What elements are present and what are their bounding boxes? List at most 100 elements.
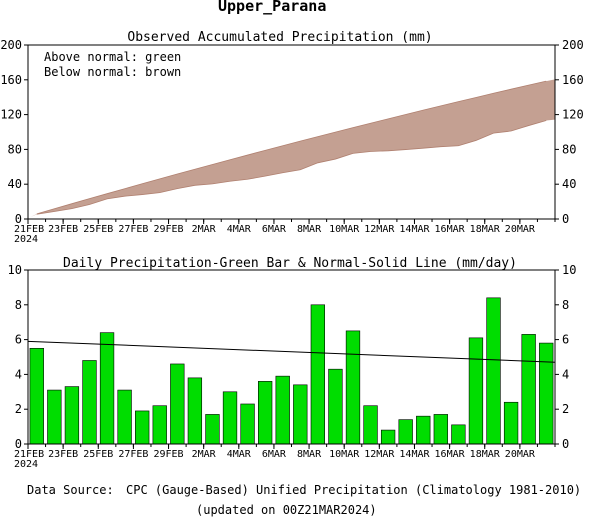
accum-xtick-label: 29FEB (153, 224, 183, 235)
accum-ytick-left-label: 120 (0, 108, 22, 122)
daily-precip-bar (503, 401, 519, 445)
daily-precip-bar (99, 332, 115, 445)
daily-precip-bar (433, 414, 448, 445)
accumulated-precip-chart: Observed Accumulated Precipitation (mm) … (0, 30, 583, 245)
accum-ytick-right-label: 200 (562, 38, 584, 52)
accum-ytick-right-label: 80 (562, 142, 576, 156)
accum-ytick-left-label: 0 (15, 212, 22, 226)
daily-xtick-label: 29FEB (153, 449, 183, 460)
accum-xtick-label: 12MAR (364, 224, 395, 235)
daily-precip-bar (117, 389, 132, 445)
daily-precip-bar (380, 429, 396, 445)
accum-ytick-right-label: 40 (562, 177, 576, 191)
daily-precip-bar (539, 342, 554, 445)
page-title: Upper_Parana (218, 0, 327, 15)
daily-xtick-label: 27FEB (118, 449, 148, 460)
footer-source-text: CPC (Gauge-Based) Unified Precipitation … (126, 483, 581, 497)
daily-precip-bar (152, 405, 167, 445)
daily-precip-bar (310, 304, 326, 445)
accum-xtick-label: 25FEB (83, 224, 113, 235)
accum-ytick-right-label: 0 (562, 212, 569, 226)
daily-xtick-label: 18MAR (470, 449, 501, 460)
accum-xtick-label: 23FEB (48, 224, 78, 235)
accum-ytick-left-label: 40 (8, 177, 22, 191)
daily-precip-chart: Daily Precipitation-Green Bar & Normal-S… (8, 256, 577, 470)
daily-xtick-label: 8MAR (297, 449, 322, 460)
daily-xtick-label: 6MAR (262, 449, 287, 460)
footer-source-label: Data Source: (27, 483, 114, 497)
below-normal-band (30, 79, 555, 218)
daily-precip-bar (222, 391, 238, 445)
accum-ytick-right-label: 160 (562, 73, 584, 87)
daily-ytick-right-label: 2 (562, 402, 569, 416)
daily-ytick-left-label: 4 (15, 367, 22, 381)
accum-xtick-label: 10MAR (329, 224, 360, 235)
daily-xtick-label: 23FEB (48, 449, 78, 460)
accum-ytick-right-label: 120 (562, 108, 584, 122)
accum-xtick-label: 18MAR (470, 224, 501, 235)
daily-normal-line (27, 340, 556, 363)
accum-ytick-left-label: 160 (0, 73, 22, 87)
daily-xtick-label: 4MAR (227, 449, 252, 460)
daily-xtick-label: 20MAR (505, 449, 536, 460)
daily-precip-bar (416, 415, 431, 445)
accum-ytick-left-label: 200 (0, 38, 22, 52)
daily-xtick-label: 10MAR (329, 449, 360, 460)
daily-ytick-left-label: 2 (15, 402, 22, 416)
daily-xtick-label: 12MAR (364, 449, 395, 460)
accum-xtick-sublabel: 2024 (14, 234, 38, 245)
daily-xtick-sublabel: 2024 (14, 459, 38, 470)
daily-precip-bar (451, 424, 466, 445)
daily-precip-bar (187, 377, 203, 445)
daily-precip-bar (82, 360, 97, 445)
accum-xtick-label: 21FEB (14, 224, 44, 235)
accum-xtick-label: 4MAR (227, 224, 252, 235)
daily-precip-bar (240, 403, 255, 445)
daily-precip-bar (29, 347, 44, 445)
daily-ytick-right-label: 4 (562, 367, 569, 381)
accum-xtick-label: 20MAR (505, 224, 536, 235)
accum-xtick-label: 14MAR (399, 224, 430, 235)
accum-xtick-label: 27FEB (118, 224, 148, 235)
legend-above-normal: Above normal: green (44, 50, 181, 64)
daily-precip-bar (257, 381, 273, 445)
daily-xtick-label: 2MAR (192, 449, 217, 460)
daily-ytick-right-label: 10 (562, 263, 576, 277)
accumulated-chart-title: Observed Accumulated Precipitation (mm) (127, 30, 432, 45)
daily-ytick-left-label: 8 (15, 298, 22, 312)
daily-xtick-label: 25FEB (83, 449, 113, 460)
daily-precip-bar (398, 419, 413, 445)
observed-accum-line (36, 120, 547, 215)
daily-ytick-left-label: 6 (15, 333, 22, 347)
daily-precip-bar (170, 363, 185, 445)
daily-precip-bar (275, 375, 290, 445)
accum-ytick-left-label: 80 (8, 142, 22, 156)
daily-precip-bar (47, 389, 62, 445)
daily-precip-bar (205, 414, 220, 445)
daily-precip-bar (363, 405, 378, 445)
daily-ytick-right-label: 8 (562, 298, 569, 312)
legend-below-normal: Below normal: brown (44, 65, 181, 79)
daily-ytick-left-label: 0 (15, 437, 22, 451)
daily-precip-bar (293, 384, 308, 445)
accum-xtick-label: 6MAR (262, 224, 287, 235)
daily-precip-bar (328, 368, 343, 445)
daily-precip-bar (345, 330, 361, 445)
accum-xtick-label: 2MAR (192, 224, 217, 235)
daily-chart-title: Daily Precipitation-Green Bar & Normal-S… (63, 256, 517, 271)
daily-ytick-left-label: 10 (8, 263, 22, 277)
daily-ytick-right-label: 0 (562, 437, 569, 451)
accum-xtick-label: 8MAR (297, 224, 322, 235)
accum-xtick-label: 16MAR (435, 224, 466, 235)
daily-xtick-label: 14MAR (399, 449, 430, 460)
daily-precip-bar (486, 297, 501, 445)
daily-xtick-label: 16MAR (435, 449, 466, 460)
daily-precip-bar (521, 334, 536, 445)
daily-ytick-right-label: 6 (562, 333, 569, 347)
daily-precip-bar (64, 386, 80, 445)
daily-precip-bar (468, 337, 484, 445)
daily-xtick-label: 21FEB (14, 449, 44, 460)
normal-accum-line (36, 80, 547, 215)
footer-updated: (updated on 00Z21MAR2024) (196, 503, 377, 517)
